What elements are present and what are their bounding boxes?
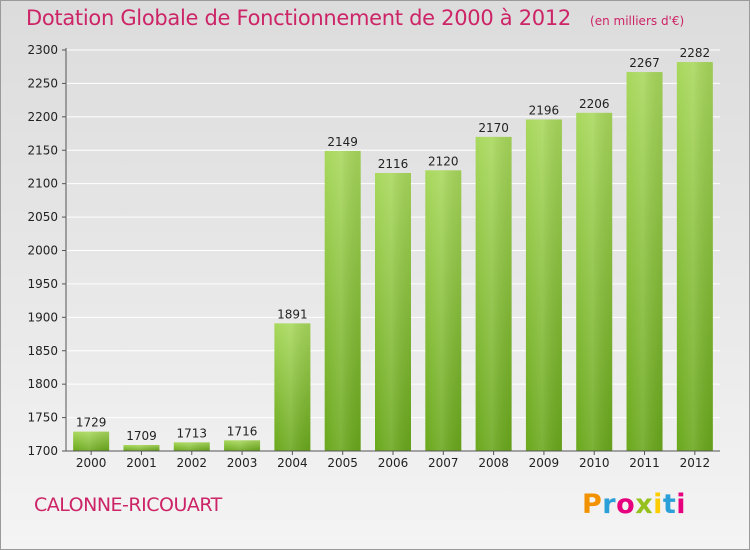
y-tick-label: 2000 xyxy=(27,244,58,258)
y-tick-label: 2200 xyxy=(27,110,58,124)
bar-sheen xyxy=(425,170,462,452)
data-label: 1891 xyxy=(277,307,308,321)
y-tick-label: 2150 xyxy=(27,143,58,157)
y-tick-label: 2100 xyxy=(27,177,58,191)
data-label: 2116 xyxy=(378,157,409,171)
x-tick-label: 2008 xyxy=(478,456,509,470)
y-tick-label: 1900 xyxy=(27,310,58,324)
bar-sheen xyxy=(475,136,512,451)
data-label: 1709 xyxy=(126,429,157,443)
bar-sheen xyxy=(626,72,663,452)
x-tick-label: 2011 xyxy=(629,456,660,470)
x-tick-label: 2010 xyxy=(579,456,610,470)
data-label: 1713 xyxy=(176,426,207,440)
data-label: 2196 xyxy=(529,104,560,118)
data-label: 2120 xyxy=(428,154,459,168)
y-tick-label: 1700 xyxy=(27,444,58,458)
x-tick-label: 2000 xyxy=(76,456,107,470)
commune-name: CALONNE-RICOUART xyxy=(34,494,222,516)
bar-sheen xyxy=(676,62,713,451)
data-label: 2267 xyxy=(629,56,660,70)
y-tick-label: 2050 xyxy=(27,210,58,224)
data-label: 1729 xyxy=(76,416,107,430)
bar-sheen xyxy=(375,172,411,451)
bar-sheen xyxy=(73,431,110,451)
title-row: Dotation Globale de Fonctionnement de 20… xyxy=(26,6,684,30)
x-tick-label: 2001 xyxy=(126,456,157,470)
bar-sheen xyxy=(274,323,311,451)
y-tick-label: 1950 xyxy=(27,277,58,291)
chart-title: Dotation Globale de Fonctionnement de 20… xyxy=(26,6,571,30)
y-tick-label: 1800 xyxy=(27,377,58,391)
proxiti-logo: Proxiti xyxy=(582,489,687,520)
x-tick-label: 2002 xyxy=(176,456,207,470)
data-label: 2149 xyxy=(327,135,358,149)
bar-sheen xyxy=(173,442,210,451)
data-label: 1716 xyxy=(227,424,258,438)
bar-sheen xyxy=(123,444,160,451)
x-tick-label: 2003 xyxy=(227,456,258,470)
y-tick-label: 2250 xyxy=(27,76,58,90)
x-tick-label: 2004 xyxy=(277,456,308,470)
x-tick-label: 2005 xyxy=(327,456,358,470)
bar-sheen xyxy=(525,119,562,452)
bar-sheen xyxy=(576,112,613,451)
bar-sheen xyxy=(324,150,361,451)
data-label: 2206 xyxy=(579,97,610,111)
x-tick-label: 2012 xyxy=(680,456,711,470)
x-tick-label: 2006 xyxy=(378,456,409,470)
x-tick-label: 2007 xyxy=(428,456,459,470)
bar-sheen xyxy=(224,440,261,451)
y-tick-label: 1850 xyxy=(27,344,58,358)
y-tick-label: 2300 xyxy=(27,43,58,57)
chart-subtitle: (en milliers d'€) xyxy=(590,14,685,28)
data-label: 2170 xyxy=(478,121,509,135)
y-tick-label: 1750 xyxy=(27,411,58,425)
x-tick-label: 2009 xyxy=(529,456,560,470)
data-label: 2282 xyxy=(680,46,711,60)
